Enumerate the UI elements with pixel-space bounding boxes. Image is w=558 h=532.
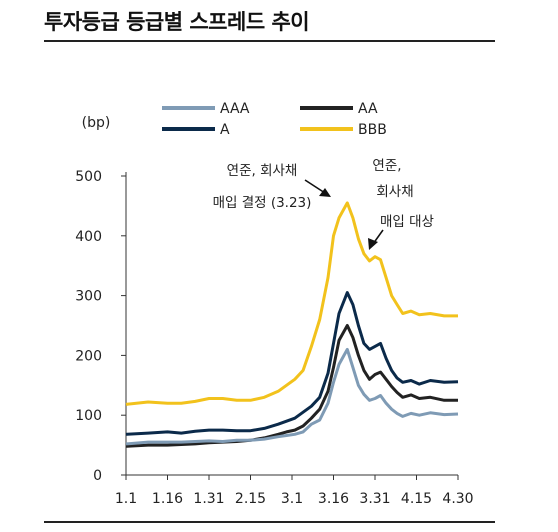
- x-tick-label: 2.15: [235, 491, 266, 507]
- annotation-2-line-2: 회사채: [376, 184, 413, 200]
- annotation-2-line-3: 매입 대상: [380, 214, 434, 230]
- y-tick-label: 200: [75, 348, 102, 364]
- x-tick-label: 3.1: [281, 491, 303, 507]
- x-tick-label: 4.30: [442, 491, 473, 507]
- x-tick-label: 3.16: [318, 491, 349, 507]
- x-tick-label: 3.31: [359, 491, 390, 507]
- x-tick-label: 1.16: [152, 491, 183, 507]
- bottom-divider: [44, 521, 495, 523]
- y-axis-unit-label: (bp): [82, 115, 111, 131]
- y-tick-label: 0: [93, 468, 102, 484]
- y-tick-label: 400: [75, 229, 102, 245]
- series-line-a: [125, 291, 459, 436]
- y-tick-label: 300: [75, 289, 102, 305]
- legend-label-a: A: [220, 122, 230, 138]
- series-line-bbb: [125, 201, 458, 406]
- legend-label-aa: AA: [358, 101, 378, 117]
- axes: (bp) 0 100 200 300 400 500 1.1 1.16 1.31 2.15 3.1 3.…: [75, 115, 473, 507]
- y-tick-label: 500: [75, 169, 102, 185]
- x-tick-label: 4.15: [401, 491, 432, 507]
- annotation-2-arrow-head: [368, 238, 378, 250]
- legend-label-bbb: BBB: [358, 122, 387, 138]
- annotation-2-line-1: 연준,: [372, 158, 401, 174]
- annotation-1-arrow-shaft: [304, 179, 326, 194]
- x-tick-label: 1.1: [115, 491, 137, 507]
- y-tick-label: 100: [75, 408, 102, 424]
- annotation-1-arrow-head: [319, 188, 331, 197]
- top-divider: [44, 40, 495, 42]
- series-line-aa: [125, 324, 458, 448]
- legend: AAA AAA BBB: [162, 101, 387, 138]
- annotation-1-line-1: 연준, 회사채: [227, 163, 298, 179]
- x-tick-label: 1.31: [193, 491, 224, 507]
- series-lines: [125, 201, 459, 448]
- page-title: 투자등급 등급별 스프레드 추이: [44, 10, 310, 34]
- legend-label-aaa: AAA: [220, 101, 250, 117]
- series-line-aaa: [125, 347, 459, 446]
- annotation-1-line-2: 매입 결정 (3.23): [213, 195, 312, 211]
